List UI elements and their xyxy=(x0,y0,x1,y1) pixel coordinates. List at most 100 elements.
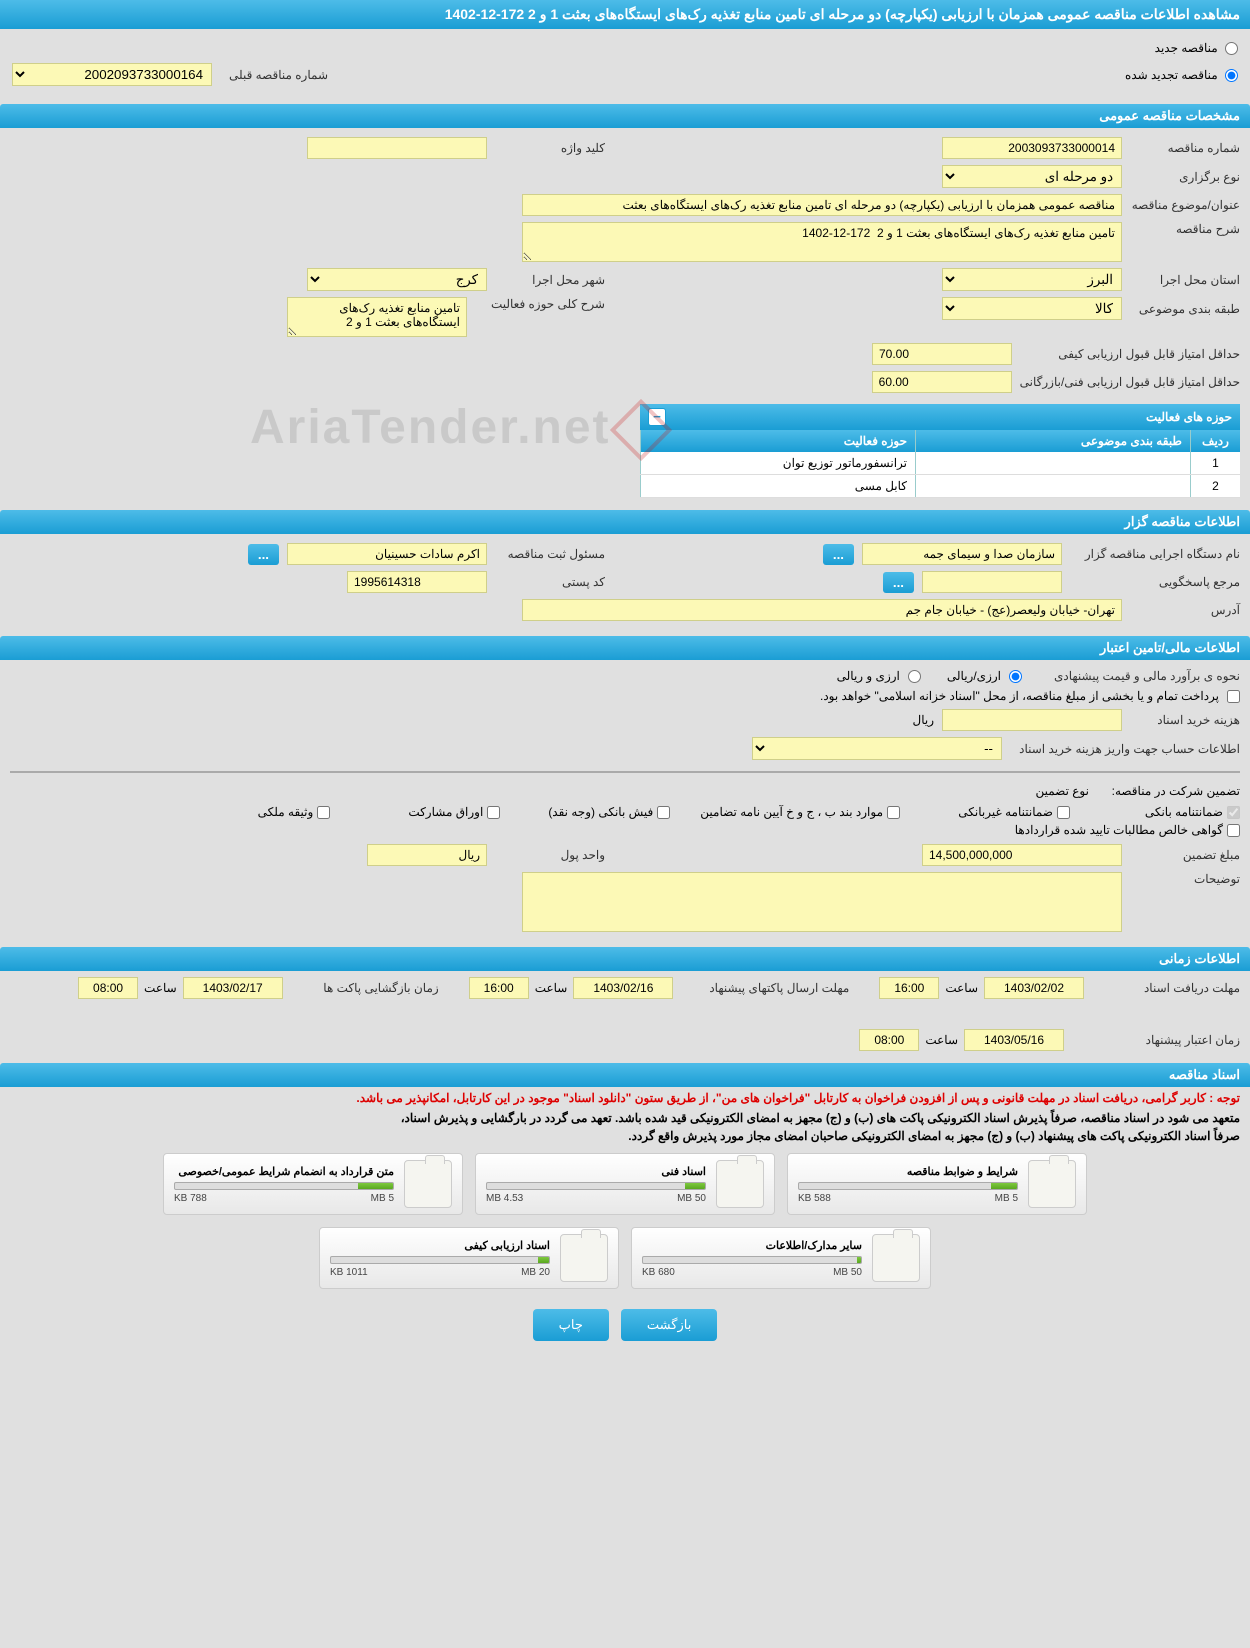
guarantee-label: ضمانتنامه بانکی xyxy=(1145,805,1223,819)
document-box[interactable]: سایر مدارک/اطلاعات50 MB680 KB xyxy=(631,1227,931,1289)
subject-input[interactable] xyxy=(522,194,1122,216)
city-label: شهر محل اجرا xyxy=(495,273,605,287)
guarantee-section-label: تضمین شرکت در مناقصه: xyxy=(1112,784,1240,798)
section-financial-body: نحوه ی برآورد مالی و قیمت پیشنهادی ارزی/… xyxy=(0,660,1250,941)
doc-total: 20 MB xyxy=(521,1267,550,1278)
guarantee-label: موارد بند ب ، ج و خ آیین نامه تضامین xyxy=(700,805,883,819)
tender-number-label: شماره مناقصه xyxy=(1130,141,1240,155)
province-select[interactable]: البرز xyxy=(942,268,1122,291)
section-general-header: مشخصات مناقصه عمومی xyxy=(0,104,1250,128)
send-deadline-time-label: ساعت xyxy=(535,981,568,995)
guarantee-amount-input[interactable] xyxy=(922,844,1122,866)
guarantee-option[interactable]: ضمانتنامه بانکی xyxy=(1100,805,1240,819)
city-select[interactable]: کرج xyxy=(307,268,487,291)
purchase-cost-input[interactable] xyxy=(942,709,1122,731)
guarantee-option[interactable]: ضمانتنامه غیربانکی xyxy=(930,805,1070,819)
guarantee-option[interactable]: وثیقه ملکی xyxy=(190,805,330,819)
org-name-more-button[interactable]: ... xyxy=(823,544,854,565)
responder-input[interactable] xyxy=(922,571,1062,593)
guarantee-checkbox[interactable] xyxy=(657,806,670,819)
category-select[interactable]: کالا xyxy=(942,297,1122,320)
receive-deadline-label: مهلت دریافت اسناد xyxy=(1090,981,1240,995)
document-box[interactable]: اسناد ارزیابی کیفی20 MB1011 KB xyxy=(319,1227,619,1289)
activity-desc-textarea[interactable]: تامین منابع تغذیه رک‌های ایستگاه‌های بعث… xyxy=(287,297,467,337)
opening-date[interactable] xyxy=(183,977,283,999)
treasury-checkbox[interactable] xyxy=(1227,690,1240,703)
guarantee-checkbox[interactable] xyxy=(887,806,900,819)
postal-input[interactable] xyxy=(347,571,487,593)
guarantee-label: ضمانتنامه غیربانکی xyxy=(958,805,1053,819)
th-category: طبقه بندی موضوعی xyxy=(915,430,1190,452)
folder-icon xyxy=(872,1234,920,1282)
tender-number-input[interactable] xyxy=(942,137,1122,159)
validity-time-label: ساعت xyxy=(925,1033,958,1047)
money-unit-input[interactable] xyxy=(367,844,487,866)
category-label: طبقه بندی موضوعی xyxy=(1130,302,1240,316)
doc-total: 50 MB xyxy=(833,1267,862,1278)
doc-used: 788 KB xyxy=(174,1193,207,1204)
notes-textarea[interactable] xyxy=(522,872,1122,932)
radio-renewed-label: مناقصه تجدید شده xyxy=(1125,68,1218,82)
org-name-input[interactable] xyxy=(862,543,1062,565)
prev-tender-label: شماره مناقصه قبلی xyxy=(218,68,328,82)
guarantee-option[interactable]: موارد بند ب ، ج و خ آیین نامه تضامین xyxy=(700,805,900,819)
opening-time[interactable] xyxy=(78,977,138,999)
prev-tender-select[interactable]: 2002093733000164 xyxy=(12,63,212,86)
keyword-label: کلید واژه xyxy=(495,141,605,155)
section-general-body: شماره مناقصه نوع برگزاریدو مرحله ای کلید… xyxy=(0,128,1250,504)
description-textarea[interactable]: تامین منابع تغذیه رک‌های ایستگاه‌های بعث… xyxy=(522,222,1122,262)
print-button[interactable]: چاپ xyxy=(533,1309,609,1341)
org-name-label: نام دستگاه اجرایی مناقصه گزار xyxy=(1070,547,1240,561)
document-box[interactable]: متن قرارداد به انضمام شرایط عمومی/خصوصی5… xyxy=(163,1153,463,1215)
min-tech-input[interactable] xyxy=(872,371,1012,393)
divider xyxy=(10,771,1240,773)
responder-more-button[interactable]: ... xyxy=(883,572,914,593)
guarantee-option[interactable]: گواهی خالص مطالبات تایید شده قراردادها xyxy=(1015,823,1240,837)
radio-rial[interactable] xyxy=(1009,670,1022,683)
send-deadline-time[interactable] xyxy=(469,977,529,999)
money-unit-label: واحد پول xyxy=(495,848,605,862)
guarantee-checkbox[interactable] xyxy=(487,806,500,819)
document-box[interactable]: شرایط و ضوابط مناقصه5 MB588 KB xyxy=(787,1153,1087,1215)
validity-date[interactable] xyxy=(964,1029,1064,1051)
radio-currency-rial[interactable] xyxy=(908,670,921,683)
send-deadline-date[interactable] xyxy=(573,977,673,999)
footer-buttons: بازگشت چاپ xyxy=(0,1297,1250,1353)
collapse-activity-button[interactable]: − xyxy=(648,408,666,426)
postal-label: کد پستی xyxy=(495,575,605,589)
address-input[interactable] xyxy=(522,599,1122,621)
radio-new-tender[interactable] xyxy=(1225,42,1238,55)
guarantee-label: وثیقه ملکی xyxy=(258,805,314,819)
document-box[interactable]: اسناد فنی50 MB4.53 MB xyxy=(475,1153,775,1215)
address-label: آدرس xyxy=(1130,603,1240,617)
guarantee-checkbox[interactable] xyxy=(1057,806,1070,819)
opening-time-label: ساعت xyxy=(144,981,177,995)
holding-type-select[interactable]: دو مرحله ای xyxy=(942,165,1122,188)
guarantee-option[interactable]: اوراق مشارکت xyxy=(360,805,500,819)
doc-title: اسناد ارزیابی کیفی xyxy=(330,1239,550,1252)
activity-table: حوزه های فعالیت− ردیف طبقه بندی موضوعی ح… xyxy=(640,404,1240,498)
doc-notice-2: صرفاً اسناد الکترونیکی پاکت های پیشنهاد … xyxy=(0,1127,1250,1145)
doc-total: 5 MB xyxy=(995,1193,1018,1204)
th-field: حوزه فعالیت xyxy=(640,430,915,452)
registrant-more-button[interactable]: ... xyxy=(248,544,279,565)
radio-renewed-tender[interactable] xyxy=(1225,69,1238,82)
folder-icon xyxy=(560,1234,608,1282)
min-quality-input[interactable] xyxy=(872,343,1012,365)
guarantee-option[interactable]: فیش بانکی (وجه نقد) xyxy=(530,805,670,819)
guarantee-checkbox[interactable] xyxy=(317,806,330,819)
page-title-bar: مشاهده اطلاعات مناقصه عمومی همزمان با ار… xyxy=(0,0,1250,29)
receive-deadline-time[interactable] xyxy=(879,977,939,999)
registrant-input[interactable] xyxy=(287,543,487,565)
receive-deadline-date[interactable] xyxy=(984,977,1084,999)
table-row: 1ترانسفورماتور توزیع توان xyxy=(640,452,1240,475)
guarantee-checkbox[interactable] xyxy=(1227,806,1240,819)
doc-used: 680 KB xyxy=(642,1267,675,1278)
back-button[interactable]: بازگشت xyxy=(621,1309,717,1341)
account-info-select[interactable]: -- xyxy=(752,737,1002,760)
keyword-input[interactable] xyxy=(307,137,487,159)
doc-title: اسناد فنی xyxy=(486,1165,706,1178)
folder-icon xyxy=(404,1160,452,1208)
guarantee-checkbox[interactable] xyxy=(1227,824,1240,837)
validity-time[interactable] xyxy=(859,1029,919,1051)
